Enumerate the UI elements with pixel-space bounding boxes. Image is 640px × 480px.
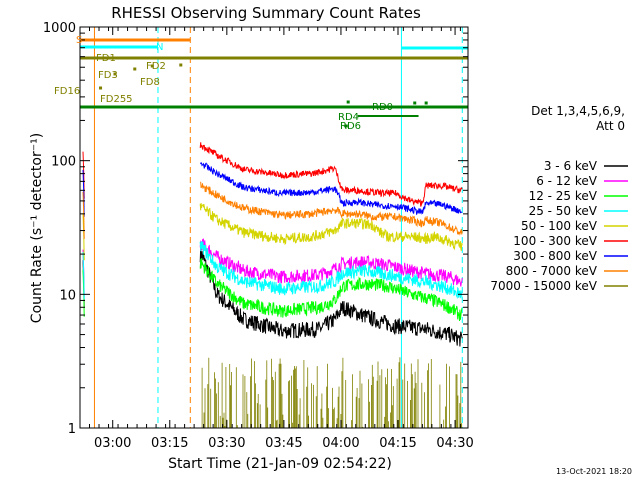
series-line [199, 258, 463, 322]
flag-label: RD4 [338, 112, 359, 123]
chart-title: RHESSI Observing Summary Count Rates [111, 4, 421, 22]
flag-label: N [156, 42, 163, 53]
legend-entry: 300 - 800 keV [513, 249, 597, 263]
series-line [201, 357, 463, 428]
legend-entry: 25 - 50 keV [529, 204, 598, 218]
legend-entry: 3 - 6 keV [544, 159, 598, 173]
y-tick-label: 10 [59, 288, 76, 303]
y-tick-label: 100 [51, 155, 76, 170]
series-line [200, 161, 463, 216]
legend-entry: 50 - 100 keV [521, 219, 598, 233]
series-line [82, 252, 85, 300]
flag-dot [346, 100, 350, 104]
legend-subheader: Att 0 [596, 119, 625, 133]
y-tick-label: 1000 [43, 21, 76, 36]
legend-entry: 7000 - 15000 keV [490, 279, 597, 293]
flag-dot [413, 101, 417, 105]
flag-label: FD1 [96, 53, 116, 64]
flag-bars [80, 38, 468, 128]
legend-entry: 6 - 12 keV [536, 174, 598, 188]
legend-header: Det 1,3,4,5,6,9, [531, 104, 625, 118]
flag-dot [133, 67, 137, 71]
x-tick-label: 04:30 [436, 436, 473, 451]
flag-dot [99, 86, 103, 90]
event-marker-lines [93, 27, 463, 428]
flag-dot [150, 64, 154, 68]
series-line [199, 238, 463, 287]
flag-dot [179, 63, 183, 67]
x-tick-label: 03:45 [265, 436, 302, 451]
flag-label: RD0 [372, 102, 393, 113]
legend-entry: 100 - 300 keV [513, 234, 597, 248]
x-tick-label: 03:15 [151, 436, 188, 451]
axis-ticks: 03:00 03:15 03:30 03:45 04:00 04:15 04:30 1 10 10… [43, 21, 474, 451]
series-line [200, 181, 463, 236]
flag-label: FD16 [54, 86, 80, 97]
x-tick-label: 04:15 [379, 436, 416, 451]
flag-dot [344, 124, 348, 128]
legend-entry: 800 - 7000 keV [506, 264, 598, 278]
flag-label: RD6 [340, 121, 361, 132]
series-line [199, 142, 463, 207]
series-line [199, 203, 463, 251]
plot-frame [79, 26, 469, 429]
flag-label: FD3 [98, 70, 118, 81]
x-tick-label: 04:00 [322, 436, 359, 451]
y-tick-label: 1 [68, 422, 76, 437]
x-tick-label: 03:30 [208, 436, 245, 451]
flag-dot [113, 72, 117, 76]
y-axis-label: Count Rate (s⁻¹ detector⁻¹) [29, 133, 45, 323]
series-layer [82, 142, 463, 428]
series-line [199, 240, 463, 300]
footer-date: 13-Oct-2021 18:20 [556, 467, 632, 476]
series-line [199, 247, 463, 347]
flag-label: S [76, 35, 82, 46]
flag-label: FD2 [146, 61, 166, 72]
x-tick-label: 03:00 [94, 436, 131, 451]
x-axis-label: Start Time (21-Jan-09 02:54:22) [168, 456, 392, 472]
flag-dot [424, 101, 428, 105]
flag-label: FD255 [100, 94, 133, 105]
legend-entry: 12 - 25 keV [529, 189, 598, 203]
flag-label: FD8 [140, 77, 160, 88]
